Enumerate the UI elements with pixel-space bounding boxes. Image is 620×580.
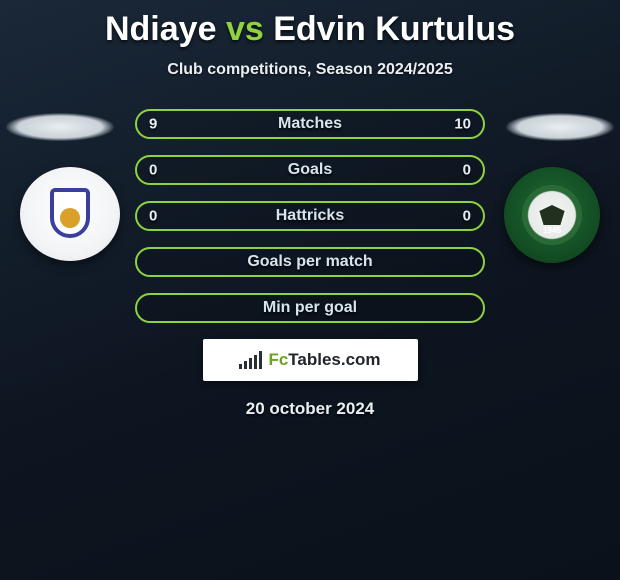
stat-value-right: 10 xyxy=(454,116,471,133)
stat-value-left: 0 xyxy=(149,208,157,225)
player2-halo xyxy=(506,113,614,141)
stat-value-right: 0 xyxy=(463,162,471,179)
page-title: Ndiaye vs Edvin Kurtulus xyxy=(0,0,620,49)
stat-rows: 9 Matches 10 0 Goals 0 0 Hattricks 0 Goa… xyxy=(135,109,485,323)
stat-label: Hattricks xyxy=(276,207,344,225)
brand-rest: Tables.com xyxy=(288,350,380,369)
stat-row-hattricks: 0 Hattricks 0 xyxy=(135,201,485,231)
comparison-arena: 1945 9 Matches 10 0 Goals 0 0 Hattricks … xyxy=(0,109,620,419)
stat-label: Min per goal xyxy=(263,299,357,317)
stat-row-matches: 9 Matches 10 xyxy=(135,109,485,139)
stat-row-goals-per-match: Goals per match xyxy=(135,247,485,277)
stat-value-right: 0 xyxy=(463,208,471,225)
player1-club-badge xyxy=(20,167,120,261)
vs-separator: vs xyxy=(226,10,264,48)
player1-name: Ndiaye xyxy=(105,10,217,48)
stat-label: Goals xyxy=(288,161,332,179)
stat-row-min-per-goal: Min per goal xyxy=(135,293,485,323)
ludogorets-crest-icon: 1945 xyxy=(522,185,582,245)
stat-value-left: 0 xyxy=(149,162,157,179)
brand-box[interactable]: FcTables.com xyxy=(203,339,418,381)
bar-chart-icon xyxy=(239,351,262,369)
ludogorets-year: 1945 xyxy=(522,226,582,235)
stat-row-goals: 0 Goals 0 xyxy=(135,155,485,185)
stat-label: Goals per match xyxy=(247,253,372,271)
stat-label: Matches xyxy=(278,115,342,133)
brand-prefix: Fc xyxy=(268,350,288,369)
player2-name: Edvin Kurtulus xyxy=(273,10,515,48)
stat-value-left: 9 xyxy=(149,116,157,133)
subtitle: Club competitions, Season 2024/2025 xyxy=(0,61,620,79)
snapshot-date: 20 october 2024 xyxy=(0,399,620,419)
player2-club-badge: 1945 xyxy=(504,167,600,263)
anderlecht-crest-icon xyxy=(40,182,100,246)
player1-halo xyxy=(6,113,114,141)
brand-text: FcTables.com xyxy=(268,350,380,370)
